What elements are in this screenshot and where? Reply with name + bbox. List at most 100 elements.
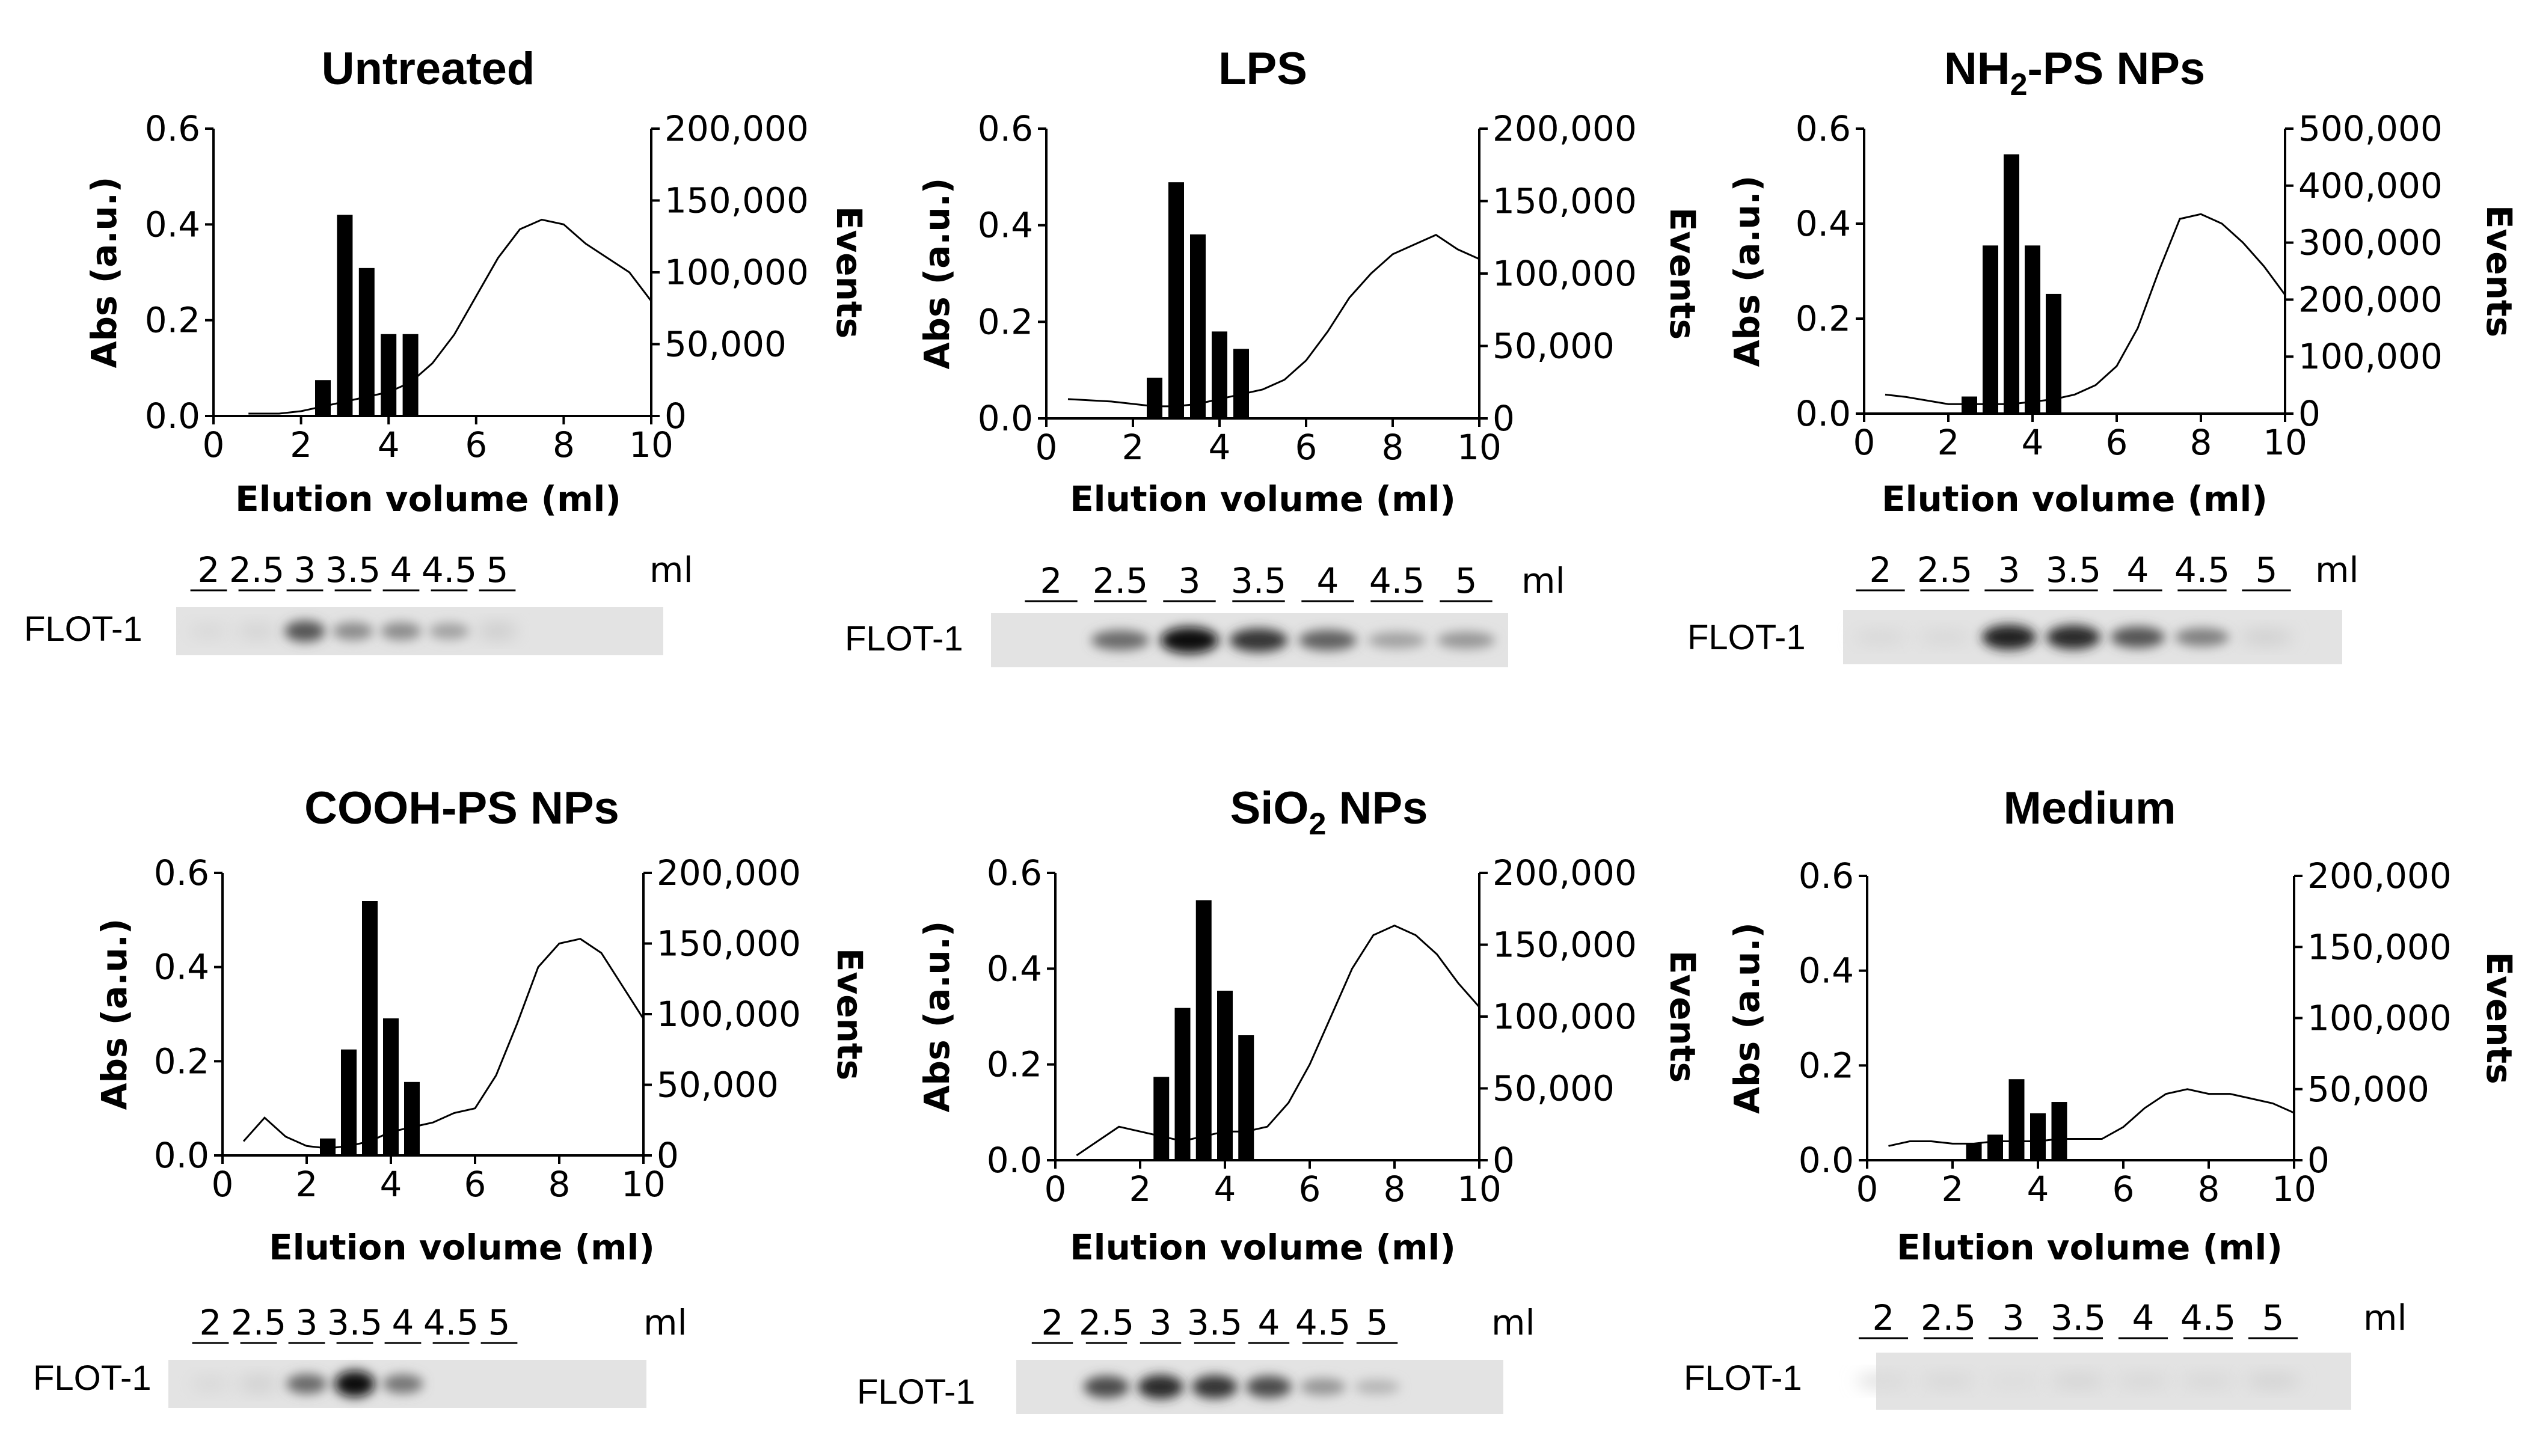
left-tick-label: 0.0 <box>1799 1140 1854 1181</box>
right-tick-label: 150,000 <box>2307 926 2452 967</box>
blot-lane-label: 3 <box>1179 560 1201 601</box>
chart-panels: Untreated 0 2 4 6 8 10 0.0 0.2 0.4 0.6 0 50,000 100,0… <box>24 43 2520 1414</box>
x-tick-label: 6 <box>1295 427 1318 468</box>
right-tick-label: 150,000 <box>1493 181 1637 222</box>
blot-lane-label: 3.5 <box>325 549 381 590</box>
left-tick-label: 0.4 <box>987 948 1042 989</box>
blot-band <box>334 1371 375 1397</box>
event-bar <box>402 334 419 416</box>
blot-lane-label: 4.5 <box>2174 549 2230 590</box>
event-bar <box>2046 293 2061 414</box>
chart-panel-4: COOH-PS NPs 0 2 4 6 8 10 0.0 0.2 0.4 0.6 0 50,000 100… <box>33 783 870 1408</box>
right-tick-label: 200,000 <box>2307 855 2452 896</box>
x-tick-label: 0 <box>1035 427 1058 468</box>
left-axis-label: Abs (a.u.) <box>1726 176 1767 367</box>
blot-lane-label: 2.5 <box>1917 549 1972 590</box>
event-bar <box>1153 1077 1170 1160</box>
blot-band <box>284 620 325 642</box>
blot-lane-label: 3 <box>1998 549 2020 590</box>
chart-title-rest: -PS NPs <box>2028 43 2206 94</box>
western-blot: 2 2.5 3 3.5 4 4.5 5 ml FLOT-1 <box>857 1302 1535 1414</box>
left-tick-label: 0.2 <box>145 300 200 341</box>
right-tick-label: 0 <box>1493 1140 1515 1181</box>
event-bar <box>1174 1008 1191 1160</box>
blot-lane-label: 3 <box>294 549 316 590</box>
blot-lane-label: 4.5 <box>423 1302 479 1343</box>
x-tick-label: 2 <box>290 424 312 465</box>
blot-label: FLOT-1 <box>24 610 143 649</box>
blot-lane-label: 2.5 <box>1921 1297 1976 1338</box>
x-tick-label: 0 <box>212 1164 234 1205</box>
x-tick-label: 4 <box>1214 1169 1236 1210</box>
right-tick-label: 100,000 <box>2298 336 2443 377</box>
blot-lane-label: 4 <box>390 549 413 590</box>
chart-panel-6: Medium 0 2 4 6 8 10 0.0 0.2 0.4 0.6 0 50,000 100,000 1… <box>1684 783 2520 1410</box>
blot-lane-label: 4.5 <box>1295 1302 1351 1343</box>
x-tick-label: 8 <box>548 1164 571 1205</box>
right-tick-label: 150,000 <box>664 180 809 221</box>
western-blot: 2 2.5 3 3.5 4 4.5 5 ml FLOT-1 <box>1684 1297 2407 1410</box>
event-bar <box>1233 349 1249 418</box>
event-bar <box>358 268 375 416</box>
x-tick-label: 10 <box>621 1164 666 1205</box>
left-tick-label: 0.2 <box>978 301 1033 342</box>
blot-band <box>1437 631 1496 649</box>
blot-band <box>1853 631 1907 644</box>
left-tick-label: 0.6 <box>145 108 200 149</box>
blot-lane-label: 3 <box>1150 1302 1172 1343</box>
event-bar <box>1195 900 1212 1160</box>
right-tick-label: 50,000 <box>664 324 787 365</box>
x-tick-label: 0 <box>1856 1169 1879 1210</box>
blot-band <box>1246 1375 1292 1398</box>
left-axis-label: Abs (a.u.) <box>916 921 957 1113</box>
event-bar <box>1966 1143 1982 1160</box>
blot-band <box>382 1374 423 1393</box>
blot-lane-label: 3.5 <box>327 1302 382 1343</box>
blot-label: FLOT-1 <box>1687 618 1806 657</box>
right-tick-label: 200,000 <box>2298 279 2443 320</box>
right-axis-label: Events <box>1662 950 1703 1083</box>
right-axis-label: Events <box>829 206 870 338</box>
event-bar <box>337 215 353 416</box>
blot-unit: ml <box>1521 560 1565 601</box>
blot-band <box>236 625 277 638</box>
x-tick-label: 6 <box>465 424 487 465</box>
blot-lane-label: 2.5 <box>1079 1302 1134 1343</box>
blot-band <box>1856 1375 1911 1387</box>
right-tick-label: 100,000 <box>657 994 801 1035</box>
chart-title: NH2-PS NPs <box>1944 43 2205 102</box>
blot-lane-label: 3.5 <box>2046 549 2101 590</box>
x-tick-label: 2 <box>296 1164 318 1205</box>
blot-lane-label: 2 <box>1873 1297 1895 1338</box>
blot-band <box>1367 632 1426 649</box>
blot-lane-label: 2 <box>1042 1302 1064 1343</box>
x-axis-label: Elution volume (ml) <box>235 479 621 519</box>
right-tick-label: 0 <box>1493 398 1515 439</box>
chart-title: Untreated <box>322 43 535 94</box>
x-tick-label: 6 <box>1299 1169 1321 1210</box>
x-tick-label: 2 <box>1942 1169 1964 1210</box>
left-tick-label: 0.0 <box>145 396 200 436</box>
chart-title-subscript: 2 <box>2010 67 2028 102</box>
blot-lane-label: 3.5 <box>2051 1297 2106 1338</box>
left-tick-label: 0.0 <box>978 398 1033 439</box>
left-tick-label: 0.4 <box>154 947 209 988</box>
x-axis-label: Elution volume (ml) <box>269 1227 655 1268</box>
chart-panel-2: LPS 0 2 4 6 8 10 0.0 0.2 0.4 0.6 0 50,000 100,000 150,… <box>845 43 1703 667</box>
blot-unit: ml <box>2363 1297 2407 1338</box>
event-bar <box>404 1081 420 1155</box>
x-tick-label: 0 <box>203 424 225 465</box>
left-tick-label: 0.2 <box>987 1044 1042 1085</box>
chart-title: COOH-PS NPs <box>304 783 619 834</box>
blot-band <box>2175 628 2229 647</box>
blot-label: FLOT-1 <box>1684 1359 1802 1398</box>
event-bar <box>1147 378 1162 418</box>
blot-lane-label: 4 <box>1258 1302 1280 1343</box>
event-bar <box>1987 1134 2003 1160</box>
event-bar <box>315 380 331 416</box>
left-tick-label: 0.4 <box>978 205 1033 246</box>
x-tick-label: 4 <box>380 1164 402 1205</box>
x-tick-label: 4 <box>2022 422 2044 463</box>
